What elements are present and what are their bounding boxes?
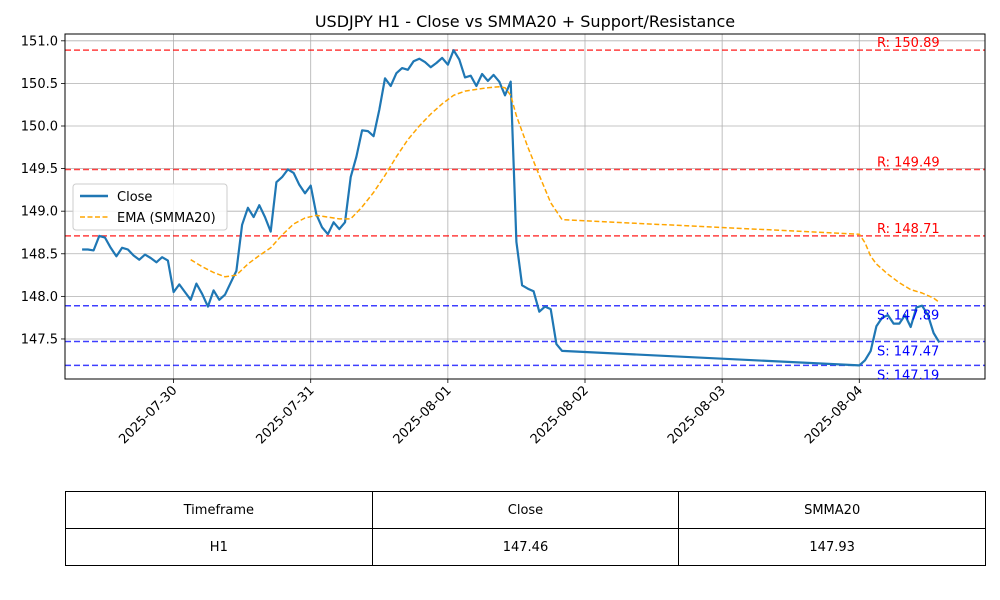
level-labels: R: 150.89 R: 149.49 R: 148.71 S: 147.89 S: 1… bbox=[877, 36, 940, 383]
y-tick-label: 150.0 bbox=[21, 120, 58, 135]
x-tick-label: 2025-08-01 bbox=[391, 383, 455, 447]
table-header-row: Timeframe Close SMMA20 bbox=[65, 491, 986, 529]
y-tick-label: 147.5 bbox=[21, 332, 58, 347]
legend: Close EMA (SMMA20) bbox=[72, 183, 228, 231]
support-label: S: 147.19 bbox=[877, 368, 939, 383]
x-tick-label: 2025-08-04 bbox=[802, 383, 866, 447]
summary-table: Timeframe Close SMMA20 H1 147.46 147.93 bbox=[65, 491, 986, 566]
legend-close-label: Close bbox=[117, 190, 152, 205]
resistance-label: R: 149.49 bbox=[877, 155, 940, 170]
y-tick-label: 150.5 bbox=[21, 77, 58, 92]
x-tick-label: 2025-08-03 bbox=[665, 383, 729, 447]
plot-frame bbox=[64, 33, 986, 380]
table-row: H1 147.46 147.93 bbox=[65, 528, 986, 566]
grid bbox=[65, 34, 985, 379]
legend-box bbox=[72, 183, 228, 231]
support-label: S: 147.47 bbox=[877, 345, 939, 360]
table-header-cell: SMMA20 bbox=[678, 491, 986, 529]
x-tick-label: 2025-07-30 bbox=[116, 383, 180, 447]
axis-ticks: 147.5 148.0 148.5 149.0 149.5 150.0 150.5 151.0… bbox=[21, 34, 866, 447]
table-header-cell: Close bbox=[371, 491, 680, 529]
resistance-label: R: 150.89 bbox=[877, 36, 940, 51]
chart: 147.5 148.0 148.5 149.0 149.5 150.0 150.5 151.0… bbox=[21, 12, 986, 447]
close-series-line bbox=[82, 49, 941, 367]
chart-title: USDJPY H1 - Close vs SMMA20 + Support/Re… bbox=[315, 12, 735, 31]
table-cell: H1 bbox=[65, 528, 373, 566]
x-tick-label: 2025-07-31 bbox=[254, 383, 318, 447]
support-label: S: 147.89 bbox=[877, 309, 939, 324]
y-tick-label: 148.0 bbox=[21, 290, 58, 305]
ema-series-line bbox=[190, 86, 940, 303]
table-cell: 147.46 bbox=[371, 528, 680, 566]
legend-ema-label: EMA (SMMA20) bbox=[117, 211, 216, 226]
table-header-cell: Timeframe bbox=[65, 491, 373, 529]
y-tick-label: 149.5 bbox=[21, 162, 58, 177]
table-cell: 147.93 bbox=[678, 528, 986, 566]
series-lines bbox=[82, 49, 941, 367]
support-resistance-lines bbox=[65, 49, 985, 367]
resistance-label: R: 148.71 bbox=[877, 222, 940, 237]
y-tick-label: 149.0 bbox=[21, 205, 58, 220]
x-tick-label: 2025-08-02 bbox=[528, 383, 592, 447]
y-tick-label: 148.5 bbox=[21, 247, 58, 262]
y-tick-label: 151.0 bbox=[21, 34, 58, 49]
